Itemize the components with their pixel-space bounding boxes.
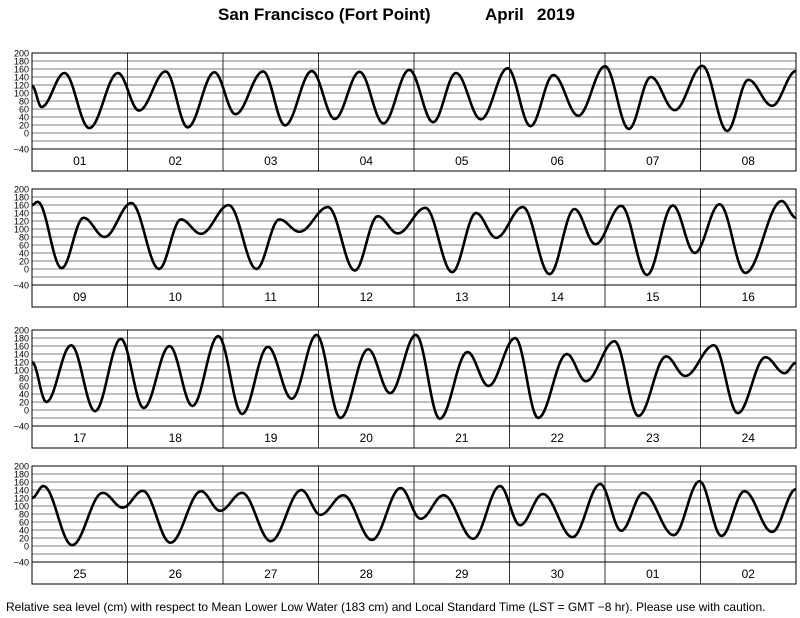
day-label: 03 xyxy=(264,154,278,168)
day-label: 02 xyxy=(169,154,183,168)
y-tick-label: 160 xyxy=(14,342,29,352)
y-tick-label: 0 xyxy=(24,265,29,275)
y-tick-label: 100 xyxy=(14,89,29,99)
day-label: 29 xyxy=(455,567,469,581)
y-tick-label: 200 xyxy=(14,185,29,195)
y-tick-label: 180 xyxy=(14,193,29,203)
footnote: Relative sea level (cm) with respect to … xyxy=(6,600,766,614)
y-tick-label: −40 xyxy=(14,281,29,291)
y-tick-label: 140 xyxy=(14,73,29,83)
tide-curve xyxy=(32,64,796,133)
y-tick-label: 80 xyxy=(19,374,29,384)
y-tick-label: 60 xyxy=(19,105,29,115)
y-tick-label: 0 xyxy=(24,129,29,139)
tide-curve xyxy=(32,479,796,547)
y-tick-label: 160 xyxy=(14,201,29,211)
day-label: 04 xyxy=(360,154,374,168)
day-label: 08 xyxy=(742,154,756,168)
y-tick-label: 100 xyxy=(14,225,29,235)
y-tick-label: 40 xyxy=(19,249,29,259)
panel-frame xyxy=(31,52,797,172)
day-label: 13 xyxy=(455,290,469,304)
day-label: 01 xyxy=(73,154,87,168)
day-label: 20 xyxy=(360,431,374,445)
day-label: 30 xyxy=(551,567,565,581)
panel-frame xyxy=(31,329,797,449)
day-label: 27 xyxy=(264,567,278,581)
day-label: 22 xyxy=(551,431,565,445)
y-tick-label: 20 xyxy=(19,121,29,131)
y-tick-label: −40 xyxy=(14,422,29,432)
day-label: 26 xyxy=(169,567,183,581)
y-tick-label: −40 xyxy=(14,558,29,568)
title-station: San Francisco (Fort Point) xyxy=(218,5,431,24)
panel-frame xyxy=(31,188,797,308)
y-tick-label: 140 xyxy=(14,209,29,219)
day-label: 10 xyxy=(169,290,183,304)
tide-curve xyxy=(32,199,796,277)
y-tick-label: 180 xyxy=(14,57,29,67)
y-tick-label: 20 xyxy=(19,257,29,267)
y-tick-label: 160 xyxy=(14,478,29,488)
day-label: 18 xyxy=(169,431,183,445)
day-label: 25 xyxy=(73,567,87,581)
y-tick-label: 200 xyxy=(14,462,29,472)
y-tick-label: 100 xyxy=(14,366,29,376)
day-label: 05 xyxy=(455,154,469,168)
y-tick-label: 60 xyxy=(19,241,29,251)
day-label: 07 xyxy=(646,154,660,168)
y-tick-label: 80 xyxy=(19,97,29,107)
day-label: 15 xyxy=(646,290,660,304)
tide-curve xyxy=(32,333,796,421)
y-tick-label: 180 xyxy=(14,470,29,480)
y-tick-label: 200 xyxy=(14,326,29,336)
y-tick-label: 160 xyxy=(14,65,29,75)
y-tick-label: 40 xyxy=(19,113,29,123)
day-label: 17 xyxy=(73,431,87,445)
y-tick-label: 140 xyxy=(14,350,29,360)
day-label: 06 xyxy=(551,154,565,168)
y-tick-label: 20 xyxy=(19,534,29,544)
day-label: 12 xyxy=(360,290,374,304)
day-label: 14 xyxy=(551,290,565,304)
y-tick-label: 180 xyxy=(14,334,29,344)
day-label: 16 xyxy=(742,290,756,304)
y-tick-label: 120 xyxy=(14,494,29,504)
day-label: 23 xyxy=(646,431,660,445)
title-year: 2019 xyxy=(537,5,575,24)
title-month: April xyxy=(485,5,524,24)
y-tick-label: 40 xyxy=(19,390,29,400)
day-label: 21 xyxy=(455,431,469,445)
y-tick-label: 200 xyxy=(14,49,29,59)
day-label: 09 xyxy=(73,290,87,304)
y-tick-label: 40 xyxy=(19,526,29,536)
chart-title: San Francisco (Fort Point) April 2019 xyxy=(0,5,800,29)
day-label: 19 xyxy=(264,431,278,445)
y-tick-label: 60 xyxy=(19,518,29,528)
y-tick-label: 140 xyxy=(14,486,29,496)
day-label: 01 xyxy=(646,567,660,581)
panel-frame xyxy=(31,465,797,585)
y-tick-label: 80 xyxy=(19,510,29,520)
y-tick-label: 100 xyxy=(14,502,29,512)
y-tick-label: 120 xyxy=(14,217,29,227)
y-tick-label: −40 xyxy=(14,145,29,155)
day-label: 02 xyxy=(742,567,756,581)
y-tick-label: 120 xyxy=(14,81,29,91)
day-label: 24 xyxy=(742,431,756,445)
day-label: 11 xyxy=(265,290,278,304)
y-tick-label: 0 xyxy=(24,406,29,416)
y-tick-label: 60 xyxy=(19,382,29,392)
y-tick-label: 120 xyxy=(14,358,29,368)
y-tick-label: 80 xyxy=(19,233,29,243)
day-label: 28 xyxy=(360,567,374,581)
y-tick-label: 20 xyxy=(19,398,29,408)
y-tick-label: 0 xyxy=(24,542,29,552)
